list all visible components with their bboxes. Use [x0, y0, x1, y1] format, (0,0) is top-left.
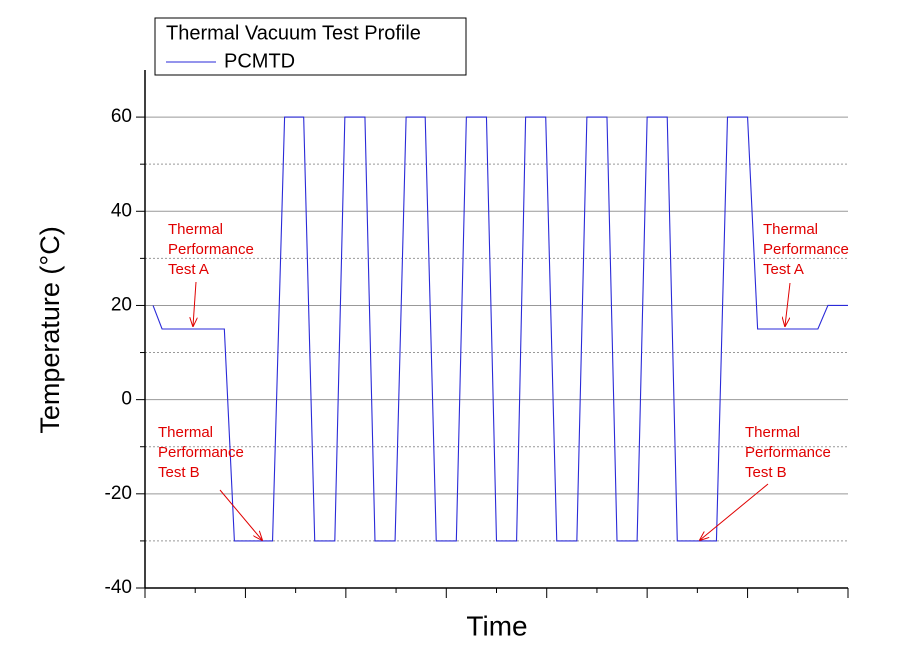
- line: [152, 116, 848, 542]
- annotation-text: Performance: [763, 241, 849, 258]
- annotation-arrow: [700, 483, 769, 540]
- annotation-text: Test A: [168, 261, 209, 278]
- annotation-text: Performance: [168, 241, 254, 258]
- annotation-text: Test A: [763, 261, 804, 278]
- annotation-arrow: [219, 489, 262, 540]
- annotation-text: Performance: [158, 444, 244, 461]
- annotation-text: Thermal: [158, 424, 213, 441]
- annotation-text: Performance: [745, 444, 831, 461]
- annotation-arrow: [193, 281, 196, 326]
- y-tick-label: -40: [105, 577, 132, 598]
- annotation-text: Thermal: [763, 221, 818, 238]
- legend-label: PCMTD: [224, 50, 295, 72]
- y-tick-label: 60: [111, 106, 132, 127]
- annotation-text: Test B: [158, 464, 200, 481]
- y-axis-title: Temperature (°C): [35, 226, 65, 433]
- annotation-text: Test B: [745, 464, 787, 481]
- y-tick-label: 20: [111, 294, 132, 315]
- legend-box: [154, 17, 467, 76]
- annotation-text: Thermal: [745, 424, 800, 441]
- legend-title: Thermal Vacuum Test Profile: [166, 22, 421, 44]
- y-tick-label: 0: [121, 389, 132, 410]
- x-axis-title: Time: [466, 610, 527, 641]
- y-tick-label: -20: [105, 483, 132, 504]
- annotation-arrow: [785, 282, 791, 326]
- y-tick-label: 40: [111, 200, 132, 221]
- annotation-text: Thermal: [168, 221, 223, 238]
